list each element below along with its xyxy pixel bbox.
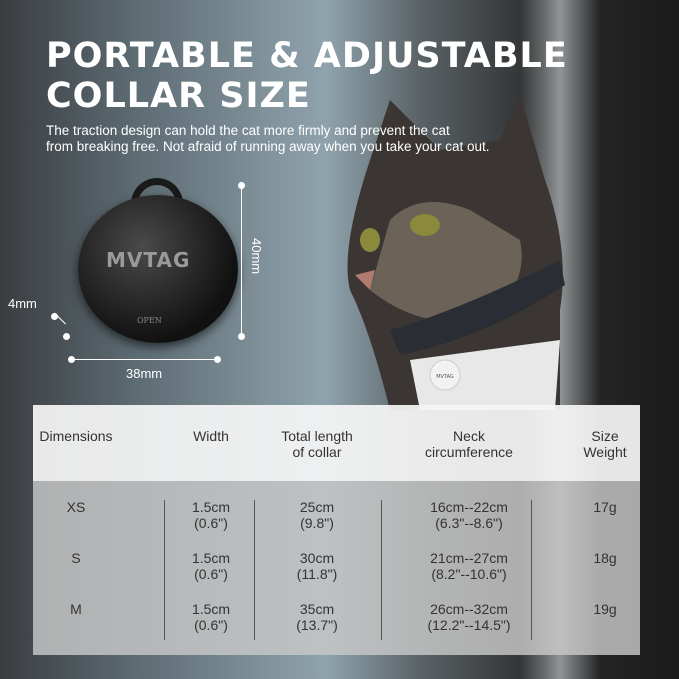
dimension-dot <box>214 356 221 363</box>
table-cell: 35cm <box>299 601 335 617</box>
subtitle-line: from breaking free. Not afraid of runnin… <box>46 139 490 154</box>
column-header: Total length <box>281 428 353 444</box>
device-brand: MVTAG <box>106 248 191 272</box>
table-cell: 1.5cm <box>191 550 231 566</box>
column-divider <box>381 500 382 640</box>
table-cell: 19g <box>593 601 617 617</box>
device-open-label: OPEN <box>137 316 162 325</box>
height-label: 40mm <box>249 238 264 275</box>
column-header: Weight <box>583 444 627 460</box>
column-header: circumference <box>425 444 513 460</box>
table-cell: (13.7") <box>296 617 338 633</box>
table-cell: (11.8") <box>296 566 338 582</box>
column-header: Neck <box>453 428 485 444</box>
tag-brand: MVTAG <box>436 374 454 380</box>
column-header: of collar <box>292 444 342 460</box>
dimension-dot <box>238 182 245 189</box>
table-cell: (0.6") <box>194 515 228 531</box>
table-body <box>33 481 640 655</box>
dimension-dot <box>63 333 70 340</box>
table-cell: (0.6") <box>194 566 228 582</box>
table-cell: (6.3"--8.6") <box>435 515 503 531</box>
table-cell: M <box>70 601 82 617</box>
device-loop <box>131 178 183 212</box>
table-cell: 26cm--32cm <box>430 601 508 617</box>
table-cell: (0.6") <box>194 617 228 633</box>
size-table: Dimensions Width Total length of collar Neck… <box>33 405 640 655</box>
height-dimension-line <box>241 186 242 336</box>
width-label: 38mm <box>126 366 163 381</box>
subtitle-line: The traction design can hold the cat mor… <box>46 123 450 138</box>
table-cell: XS <box>66 499 86 515</box>
title-line: COLLAR SIZE <box>46 76 311 116</box>
title-line: PORTABLE & ADJUSTABLE <box>46 36 568 76</box>
column-header: Size <box>591 428 619 444</box>
table-cell: 1.5cm <box>191 499 231 515</box>
table-cell: S <box>71 550 81 566</box>
dimension-dot <box>238 333 245 340</box>
table-cell: 30cm <box>299 550 335 566</box>
table-cell: (9.8") <box>300 515 334 531</box>
table-cell: (8.2"--10.6") <box>431 566 507 582</box>
thickness-label: 4mm <box>8 296 37 311</box>
table-cell: 21cm--27cm <box>430 550 508 566</box>
column-header: Width <box>193 428 229 444</box>
table-cell: 1.5cm <box>191 601 231 617</box>
table-cell: (12.2"--14.5") <box>427 617 511 633</box>
cat-photo: MVTAG <box>347 100 565 410</box>
column-header: Dimensions <box>39 428 113 444</box>
width-dimension-line <box>72 359 218 360</box>
column-divider <box>164 500 165 640</box>
table-cell: 16cm--22cm <box>430 499 508 515</box>
column-divider <box>254 500 255 640</box>
tracker-device <box>78 195 238 343</box>
column-divider <box>531 500 532 640</box>
table-cell: 18g <box>593 550 617 566</box>
subtitle: The traction design can hold the cat mor… <box>46 123 490 155</box>
dimension-dot <box>51 313 58 320</box>
page-title: PORTABLE & ADJUSTABLE COLLAR SIZE <box>46 36 568 116</box>
table-cell: 17g <box>593 499 617 515</box>
table-cell: 25cm <box>299 499 335 515</box>
table-header <box>33 405 640 481</box>
dimension-dot <box>68 356 75 363</box>
